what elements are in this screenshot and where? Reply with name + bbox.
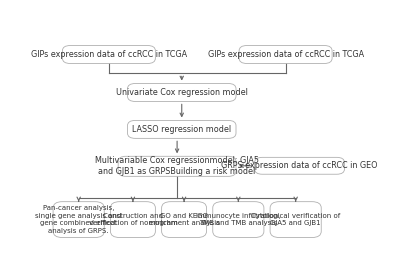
- FancyBboxPatch shape: [213, 202, 264, 238]
- Text: Univariate Cox regression model: Univariate Cox regression model: [116, 88, 248, 97]
- FancyBboxPatch shape: [255, 157, 344, 174]
- Text: LASSO regression model: LASSO regression model: [132, 125, 231, 134]
- FancyBboxPatch shape: [62, 45, 155, 64]
- Text: GRPS expression data of ccRCC in GEO: GRPS expression data of ccRCC in GEO: [221, 161, 378, 170]
- Text: Cytological verification of
GJA5 and GJB1: Cytological verification of GJA5 and GJB…: [251, 213, 340, 226]
- Text: Pan-cancer analysis,
single gene analysis and
gene combined effect
analysis of G: Pan-cancer analysis, single gene analysi…: [36, 205, 122, 234]
- Text: Immunocyte infiltration,
TME and TMB analysis: Immunocyte infiltration, TME and TMB ana…: [196, 213, 281, 226]
- FancyBboxPatch shape: [239, 45, 332, 64]
- Text: GIPs expression data of ccRCC in TCGA: GIPs expression data of ccRCC in TCGA: [31, 50, 187, 59]
- FancyBboxPatch shape: [162, 202, 206, 238]
- Text: Multivariable Cox regressionmodel: GJA5
and GJB1 as GRPSBuilding a risk model: Multivariable Cox regressionmodel: GJA5 …: [95, 156, 259, 176]
- FancyBboxPatch shape: [270, 202, 321, 238]
- FancyBboxPatch shape: [128, 84, 236, 101]
- FancyBboxPatch shape: [53, 202, 104, 238]
- Text: GO and KEGG
enrichment analysis: GO and KEGG enrichment analysis: [149, 213, 220, 226]
- FancyBboxPatch shape: [118, 156, 236, 176]
- FancyBboxPatch shape: [110, 202, 155, 238]
- Text: Construction and
verification of nomogram: Construction and verification of nomogra…: [89, 213, 177, 226]
- Text: GIPs expression data of ccRCC in TCGA: GIPs expression data of ccRCC in TCGA: [208, 50, 364, 59]
- FancyBboxPatch shape: [128, 121, 236, 138]
